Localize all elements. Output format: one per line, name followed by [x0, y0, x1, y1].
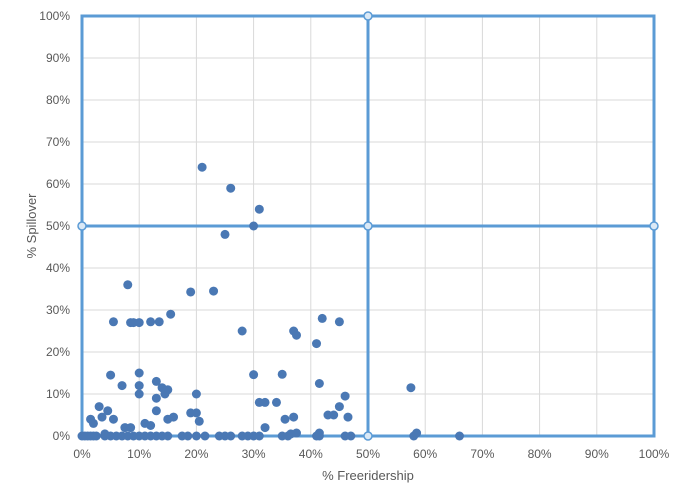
scatter-point: [314, 379, 324, 388]
scatter-point: [146, 317, 156, 327]
quadrant-marker: [77, 221, 87, 231]
scatter-point: [103, 406, 113, 416]
y-tick-label: 0%: [53, 429, 71, 443]
scatter-point: [126, 423, 136, 433]
scatter-point: [117, 381, 127, 391]
scatter-point: [209, 286, 219, 296]
x-tick-label: 20%: [184, 447, 208, 461]
scatter-point: [151, 406, 161, 416]
scatter-point: [249, 370, 259, 380]
y-tick-label: 10%: [46, 387, 70, 401]
data-points: [77, 162, 465, 441]
scatter-point: [134, 389, 144, 399]
scatter-point: [260, 397, 270, 407]
scatter-point: [166, 309, 176, 319]
x-tick-label: 10%: [127, 447, 151, 461]
x-tick-label: 90%: [585, 447, 609, 461]
scatter-point: [169, 412, 179, 422]
scatter-point: [134, 381, 144, 391]
scatter-point: [254, 204, 264, 214]
y-axis-title: % Spillover: [24, 193, 39, 259]
scatter-point: [91, 431, 101, 441]
y-tick-label: 40%: [46, 261, 70, 275]
scatter-point: [280, 414, 290, 424]
scatter-point: [108, 414, 118, 424]
scatter-point: [226, 183, 236, 193]
scatter-point: [292, 428, 301, 438]
scatter-point: [317, 313, 327, 323]
scatter-point: [191, 431, 201, 441]
x-axis-ticks: 0% 10% 20% 30% 40% 50% 60% 70% 80% 90% 100%: [73, 447, 669, 461]
y-tick-label: 20%: [46, 345, 70, 359]
quadrant-marker: [649, 221, 659, 231]
y-tick-label: 30%: [46, 303, 70, 317]
scatter-point: [260, 423, 270, 433]
scatter-point: [200, 431, 210, 441]
scatter-point: [108, 317, 118, 327]
scatter-point: [88, 418, 98, 428]
scatter-point: [94, 402, 104, 412]
y-tick-label: 70%: [46, 135, 70, 149]
x-axis-title: % Freeridership: [322, 468, 414, 483]
y-tick-label: 80%: [46, 93, 70, 107]
scatter-point: [334, 317, 344, 327]
scatter-point: [312, 339, 322, 349]
scatter-point: [289, 412, 299, 422]
scatter-point: [271, 397, 281, 407]
y-tick-label: 90%: [46, 51, 70, 65]
quadrant-marker: [363, 221, 373, 231]
scatter-point: [254, 431, 264, 441]
scatter-point: [277, 369, 287, 379]
scatter-point: [455, 431, 465, 441]
x-tick-label: 40%: [299, 447, 323, 461]
scatter-point: [334, 402, 344, 412]
quadrant-marker: [363, 431, 373, 441]
x-tick-label: 30%: [242, 447, 266, 461]
y-tick-label: 50%: [46, 219, 70, 233]
scatter-point: [183, 431, 193, 441]
scatter-point: [97, 412, 107, 422]
scatter-point: [406, 383, 416, 393]
scatter-point: [191, 408, 201, 418]
scatter-point: [340, 391, 350, 401]
scatter-point: [220, 229, 230, 239]
scatter-point: [191, 389, 201, 399]
scatter-point: [329, 410, 339, 420]
y-tick-label: 100%: [39, 9, 70, 23]
x-tick-label: 80%: [528, 447, 552, 461]
scatter-point: [314, 428, 324, 438]
scatter-point: [163, 385, 173, 395]
scatter-point: [412, 428, 422, 438]
y-axis-ticks: 0% 10% 20% 30% 40% 50% 60% 70% 80% 90% 100%: [39, 9, 70, 443]
quadrant-markers: [77, 11, 659, 441]
y-tick-label: 60%: [46, 177, 70, 191]
x-tick-label: 100%: [639, 447, 670, 461]
scatter-point: [146, 421, 156, 430]
scatter-point: [163, 431, 173, 441]
scatter-point: [197, 162, 207, 172]
x-tick-label: 60%: [413, 447, 437, 461]
scatter-point: [134, 318, 144, 328]
scatter-point: [346, 431, 356, 441]
quadrant-marker: [363, 11, 373, 21]
scatter-point: [186, 287, 196, 297]
scatter-point: [123, 280, 133, 290]
scatter-point: [134, 368, 144, 378]
scatter-point: [151, 376, 161, 386]
scatter-point: [106, 370, 116, 380]
scatter-point: [292, 330, 301, 340]
scatter-point: [154, 317, 164, 327]
scatter-point: [226, 431, 236, 441]
x-tick-label: 50%: [356, 447, 380, 461]
scatter-point: [249, 221, 259, 231]
scatter-point: [343, 412, 353, 422]
scatter-point: [100, 429, 110, 439]
x-tick-label: 70%: [470, 447, 494, 461]
x-tick-label: 0%: [73, 447, 91, 461]
scatter-point: [194, 416, 204, 426]
scatter-point: [237, 326, 247, 336]
scatter-point: [151, 393, 161, 403]
